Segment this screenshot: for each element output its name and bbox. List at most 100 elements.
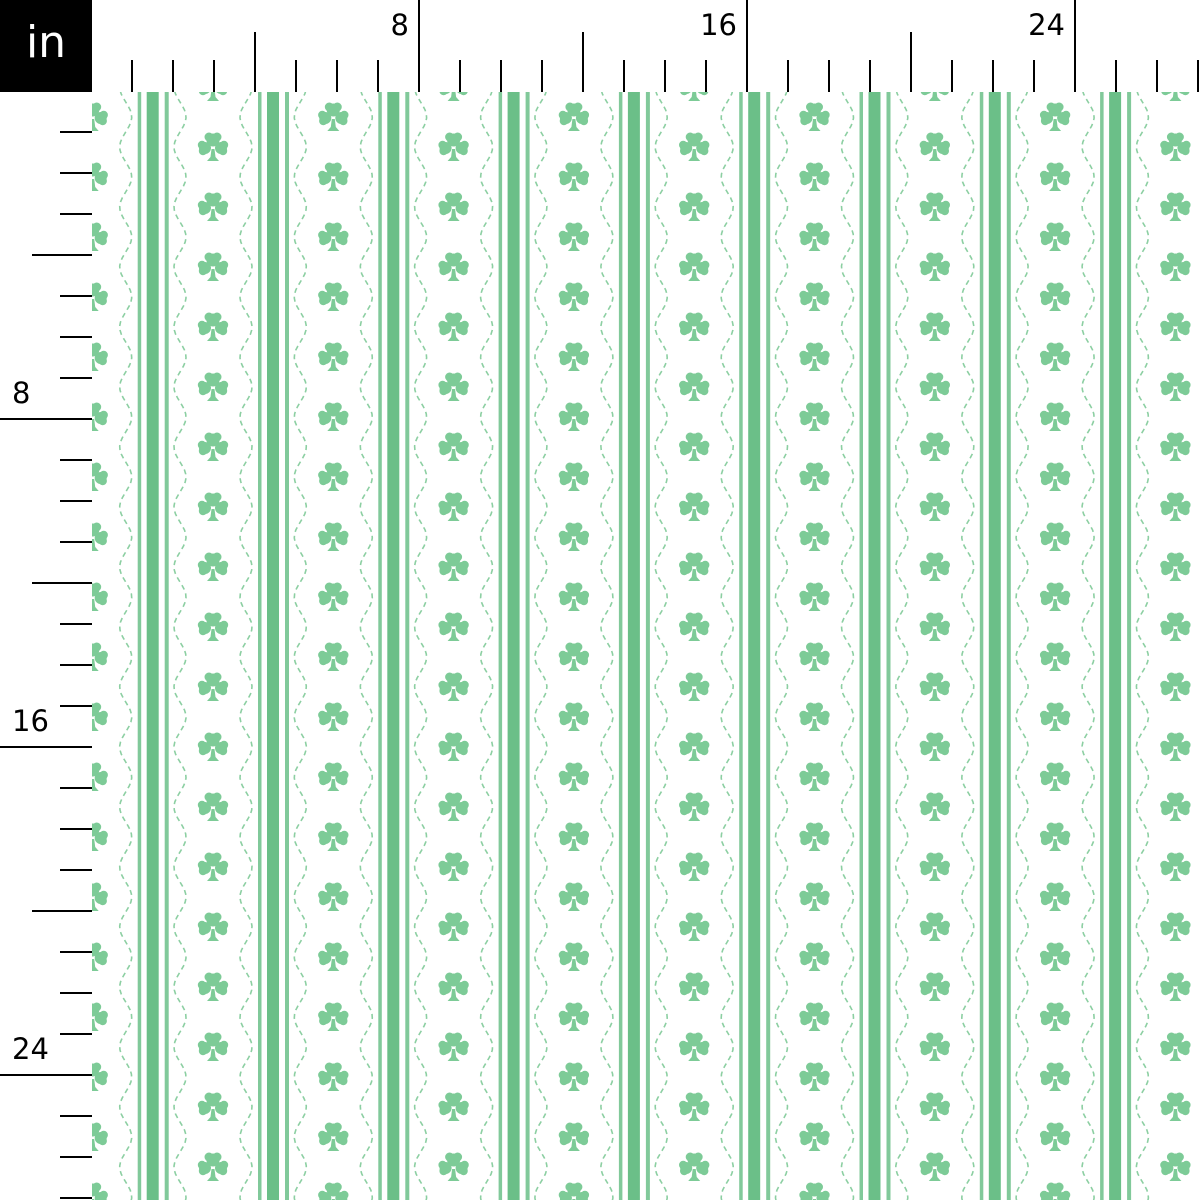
shamrock-icon bbox=[318, 342, 349, 371]
shamrock-icon bbox=[318, 822, 349, 851]
shamrock-icon bbox=[438, 252, 469, 281]
shamrock-icon bbox=[92, 522, 108, 551]
shamrock-icon bbox=[919, 972, 950, 1001]
shamrock-icon bbox=[1039, 402, 1071, 431]
shamrock-icon bbox=[197, 612, 229, 641]
shamrock-icon bbox=[1160, 612, 1191, 641]
shamrock-icon bbox=[198, 92, 228, 101]
wavy-dashed-line bbox=[894, 92, 909, 1200]
shamrock-icon bbox=[1160, 432, 1191, 461]
wavy-dashed-line bbox=[960, 92, 975, 1200]
shamrock-icon bbox=[197, 252, 229, 281]
shamrock-icon bbox=[558, 642, 590, 671]
shamrock-icon bbox=[919, 252, 950, 281]
shamrock-icon bbox=[197, 492, 229, 521]
shamrock-icon bbox=[1039, 762, 1071, 791]
wavy-dashed-line bbox=[654, 92, 669, 1200]
shamrock-icon bbox=[92, 222, 108, 251]
shamrock-icon bbox=[92, 822, 108, 851]
shamrock-icon bbox=[92, 762, 108, 791]
shamrock-icon bbox=[799, 342, 830, 371]
shamrock-icon bbox=[197, 912, 229, 941]
shamrock-icon bbox=[679, 492, 710, 521]
shamrock-icon bbox=[318, 102, 349, 131]
shamrock-icon bbox=[558, 462, 590, 491]
shamrock-icon bbox=[1161, 92, 1190, 101]
shamrock-icon bbox=[558, 1002, 590, 1031]
shamrock-icon bbox=[919, 792, 950, 821]
shamrock-icon bbox=[919, 492, 950, 521]
thin-stripe bbox=[285, 92, 289, 1200]
thin-stripe bbox=[739, 92, 743, 1200]
shamrock-icon bbox=[438, 132, 469, 161]
shamrock-icon bbox=[197, 132, 229, 161]
left-ruler: 8 16 24 bbox=[0, 131, 92, 1199]
shamrock-icon bbox=[197, 972, 229, 1001]
wide-stripe bbox=[627, 92, 640, 1200]
shamrock-icon bbox=[318, 462, 349, 491]
shamrock-icon bbox=[438, 552, 469, 581]
shamrock-icon bbox=[197, 852, 229, 881]
shamrock-icon bbox=[679, 192, 710, 221]
shamrock-icon bbox=[1039, 942, 1071, 971]
shamrock-icon bbox=[799, 102, 830, 131]
shamrock-icon bbox=[679, 1032, 710, 1061]
shamrock-icon bbox=[92, 402, 108, 431]
wide-stripe bbox=[988, 92, 1001, 1200]
shamrock-icon bbox=[318, 522, 349, 551]
wide-stripe bbox=[748, 92, 761, 1200]
shamrock-icon bbox=[558, 942, 590, 971]
shamrock-icon bbox=[679, 372, 710, 401]
shamrock-icon bbox=[318, 882, 349, 911]
wavy-dashed-line bbox=[1015, 92, 1029, 1200]
shamrock-icon bbox=[1039, 462, 1071, 491]
shamrock-icon bbox=[919, 912, 950, 941]
shamrock-icon bbox=[558, 702, 590, 731]
shamrock-icon bbox=[799, 162, 830, 191]
wavy-dashed-line bbox=[534, 92, 548, 1200]
shamrock-icon bbox=[799, 762, 830, 791]
shamrock-icon bbox=[558, 522, 590, 551]
wavy-dashed-line bbox=[173, 92, 187, 1200]
thin-stripe bbox=[137, 92, 142, 1200]
shamrock-icon bbox=[679, 732, 710, 761]
shamrock-icon bbox=[197, 792, 229, 821]
shamrock-icon bbox=[1160, 1032, 1191, 1061]
thin-stripe bbox=[258, 92, 262, 1200]
shamrock-icon bbox=[1039, 1002, 1071, 1031]
shamrock-icon bbox=[558, 822, 590, 851]
wide-stripe bbox=[1109, 92, 1122, 1200]
shamrock-icon bbox=[1160, 252, 1191, 281]
shamrock-icon bbox=[919, 132, 950, 161]
shamrock-icon bbox=[1039, 702, 1071, 731]
wide-stripe bbox=[267, 92, 279, 1200]
shamrock-icon bbox=[919, 1092, 950, 1121]
shamrock-icon bbox=[799, 402, 830, 431]
fabric-pattern bbox=[92, 92, 1191, 1200]
shamrock-icon bbox=[799, 582, 830, 611]
shamrock-icon bbox=[919, 1152, 950, 1181]
shamrock-icon bbox=[197, 672, 229, 701]
shamrock-icon bbox=[799, 462, 830, 491]
ruler-label: 16 bbox=[700, 8, 737, 42]
shamrock-icon bbox=[558, 102, 590, 131]
shamrock-icon bbox=[92, 282, 108, 311]
wavy-dashed-line bbox=[1135, 92, 1150, 1200]
shamrock-icon bbox=[318, 642, 349, 671]
wavy-dashed-line bbox=[774, 92, 789, 1200]
shamrock-icon bbox=[1039, 282, 1071, 311]
shamrock-icon bbox=[92, 1182, 108, 1200]
shamrock-icon bbox=[919, 312, 950, 341]
shamrock-icon bbox=[1160, 672, 1191, 701]
shamrock-icon bbox=[438, 192, 469, 221]
shamrock-icon bbox=[438, 492, 469, 521]
shamrock-icon bbox=[92, 702, 108, 731]
thin-stripe bbox=[498, 92, 503, 1200]
shamrock-icon bbox=[1160, 852, 1191, 881]
wide-stripe bbox=[507, 92, 520, 1200]
shamrock-icon bbox=[197, 372, 229, 401]
shamrock-icon bbox=[1160, 492, 1191, 521]
shamrock-icon bbox=[197, 1152, 229, 1181]
shamrock-icon bbox=[1039, 342, 1071, 371]
shamrock-icon bbox=[1039, 1062, 1071, 1091]
